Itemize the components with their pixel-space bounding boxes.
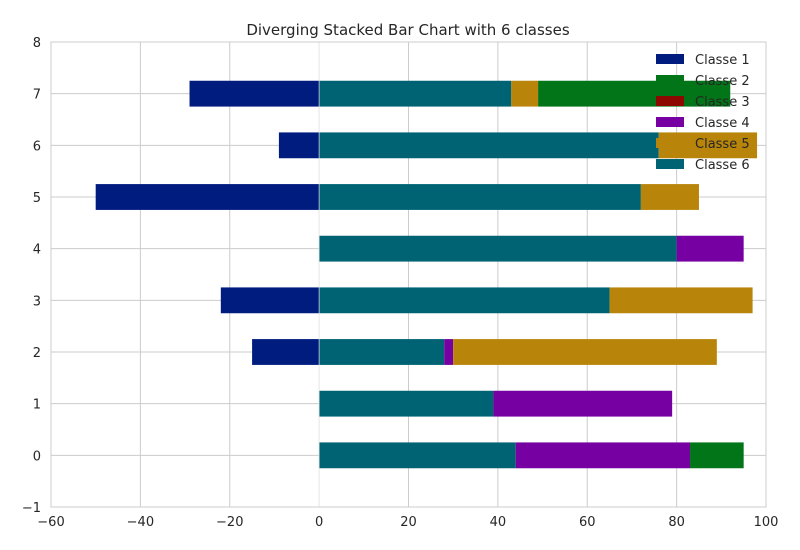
bar-classe-6-7: [319, 80, 512, 107]
bars: [95, 42, 758, 507]
bar-classe-1-2: [252, 339, 320, 365]
legend-label: Classe 4: [695, 116, 750, 131]
legend-swatch-classe-1: [656, 54, 684, 64]
legend-label: Classe 1: [695, 53, 750, 68]
bar-classe-6-4: [319, 235, 677, 262]
x-tick-label: 20: [400, 515, 417, 530]
x-tick-label: 100: [754, 515, 779, 530]
x-tick-label: −60: [37, 515, 64, 530]
legend-swatch-classe-2: [656, 75, 684, 85]
axes: −60 −40 −20 0 20 40 60 80 100 −1 0 1 2 3 4 5 6 7 8: [22, 36, 779, 530]
legend-label: Classe 3: [695, 95, 750, 110]
bar-classe-2-0: [690, 442, 744, 469]
y-tick-label: 3: [33, 294, 41, 309]
bar-classe-5-3: [609, 287, 753, 314]
x-tick-label: 40: [490, 515, 507, 530]
bar-classe-4-1: [493, 390, 673, 417]
bar-classe-1-7: [189, 80, 320, 107]
legend-label: Classe 6: [695, 158, 750, 173]
bar-classe-6-0: [319, 442, 516, 469]
y-tick-label: 7: [33, 88, 41, 103]
x-tick-label: −40: [127, 515, 154, 530]
legend: Classe 1 Classe 2 Classe 3 Classe 4 Classe 5…: [656, 53, 750, 173]
y-tick-label: 4: [33, 243, 41, 258]
bar-classe-6-5: [319, 184, 641, 210]
legend-label: Classe 5: [695, 137, 750, 152]
x-tick-label: 80: [668, 515, 685, 530]
bar-classe-6-3: [319, 287, 610, 314]
x-tick-label: −20: [216, 515, 243, 530]
bar-classe-6-2: [319, 339, 445, 365]
bar-classe-2-7: [538, 80, 731, 107]
bar-classe-4-2: [444, 339, 454, 365]
y-tick-label: 0: [33, 449, 41, 464]
y-tick-label: 1: [33, 398, 41, 413]
bar-classe-4-0: [515, 442, 691, 469]
bar-classe-1-6: [278, 132, 320, 159]
bar-classe-1-5: [95, 184, 320, 210]
legend-swatch-classe-3: [656, 96, 684, 106]
y-tick-label: 6: [33, 139, 41, 154]
legend-swatch-classe-5: [656, 138, 684, 148]
legend-label: Classe 2: [695, 74, 750, 89]
bar-classe-1-3: [220, 287, 320, 314]
bar-classe-6-1: [319, 390, 494, 417]
bar-classe-5-7: [511, 80, 539, 107]
plot-frame: [50, 41, 767, 508]
grid-lines: [50, 41, 767, 508]
bar-classe-5-2: [453, 339, 717, 365]
legend-swatch-classe-6: [656, 159, 684, 169]
legend-swatch-classe-4: [656, 117, 684, 127]
bar-classe-4-4: [676, 235, 744, 262]
bar-classe-5-5: [640, 184, 699, 210]
y-tick-label: 5: [33, 191, 41, 206]
chart-title: Diverging Stacked Bar Chart with 6 class…: [246, 21, 569, 39]
y-tick-label: −1: [22, 501, 41, 516]
bar-classe-6-6: [319, 132, 659, 159]
x-tick-label: 0: [315, 515, 323, 530]
x-tick-label: 60: [579, 515, 596, 530]
y-tick-label: 8: [33, 36, 41, 51]
y-tick-label: 2: [33, 346, 41, 361]
